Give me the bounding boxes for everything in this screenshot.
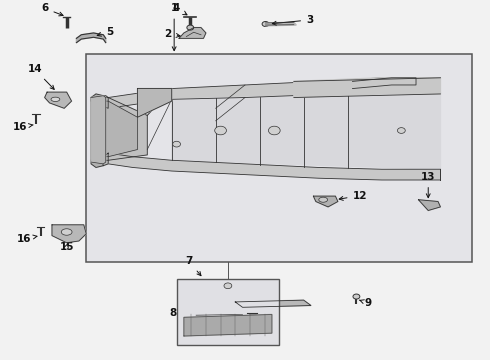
Text: 14: 14 bbox=[27, 64, 54, 89]
Polygon shape bbox=[91, 155, 103, 167]
Text: 12: 12 bbox=[339, 191, 367, 201]
Circle shape bbox=[397, 128, 405, 134]
Polygon shape bbox=[294, 78, 441, 98]
Polygon shape bbox=[108, 78, 441, 108]
Text: 7: 7 bbox=[185, 256, 201, 276]
Text: 9: 9 bbox=[359, 298, 372, 308]
Text: 1: 1 bbox=[171, 4, 178, 51]
Circle shape bbox=[215, 126, 226, 135]
Polygon shape bbox=[314, 196, 338, 207]
Circle shape bbox=[269, 126, 280, 135]
Ellipse shape bbox=[319, 197, 328, 202]
Polygon shape bbox=[52, 225, 86, 243]
Circle shape bbox=[353, 294, 360, 299]
Circle shape bbox=[172, 141, 180, 147]
Polygon shape bbox=[91, 96, 106, 164]
Polygon shape bbox=[91, 94, 103, 107]
Ellipse shape bbox=[61, 229, 72, 235]
Bar bbox=[176, 279, 279, 345]
Polygon shape bbox=[352, 78, 416, 89]
Polygon shape bbox=[418, 200, 441, 211]
Text: 2: 2 bbox=[165, 29, 180, 39]
Text: 8: 8 bbox=[170, 308, 196, 318]
Polygon shape bbox=[108, 153, 441, 180]
Polygon shape bbox=[96, 101, 138, 157]
Circle shape bbox=[192, 314, 200, 319]
Polygon shape bbox=[76, 33, 106, 42]
Text: 13: 13 bbox=[421, 172, 436, 198]
Polygon shape bbox=[179, 28, 206, 39]
Polygon shape bbox=[101, 96, 108, 108]
Circle shape bbox=[262, 22, 269, 27]
Circle shape bbox=[187, 25, 194, 30]
Text: 6: 6 bbox=[41, 4, 63, 16]
Text: 4: 4 bbox=[172, 4, 187, 15]
Polygon shape bbox=[172, 92, 441, 169]
Text: 3: 3 bbox=[272, 15, 313, 25]
Polygon shape bbox=[196, 315, 244, 319]
Text: 16: 16 bbox=[17, 234, 37, 244]
Polygon shape bbox=[184, 315, 272, 336]
Bar bbox=[86, 54, 472, 262]
Polygon shape bbox=[101, 153, 108, 166]
Text: 11: 11 bbox=[260, 317, 281, 327]
Polygon shape bbox=[235, 300, 311, 307]
Text: 10: 10 bbox=[206, 291, 239, 304]
Text: 15: 15 bbox=[59, 242, 74, 252]
Ellipse shape bbox=[51, 97, 60, 102]
Polygon shape bbox=[91, 98, 147, 160]
Polygon shape bbox=[266, 22, 296, 26]
Text: 16: 16 bbox=[13, 122, 33, 132]
Text: 5: 5 bbox=[97, 27, 113, 37]
Polygon shape bbox=[138, 89, 172, 117]
Polygon shape bbox=[45, 92, 72, 108]
Circle shape bbox=[224, 283, 232, 289]
